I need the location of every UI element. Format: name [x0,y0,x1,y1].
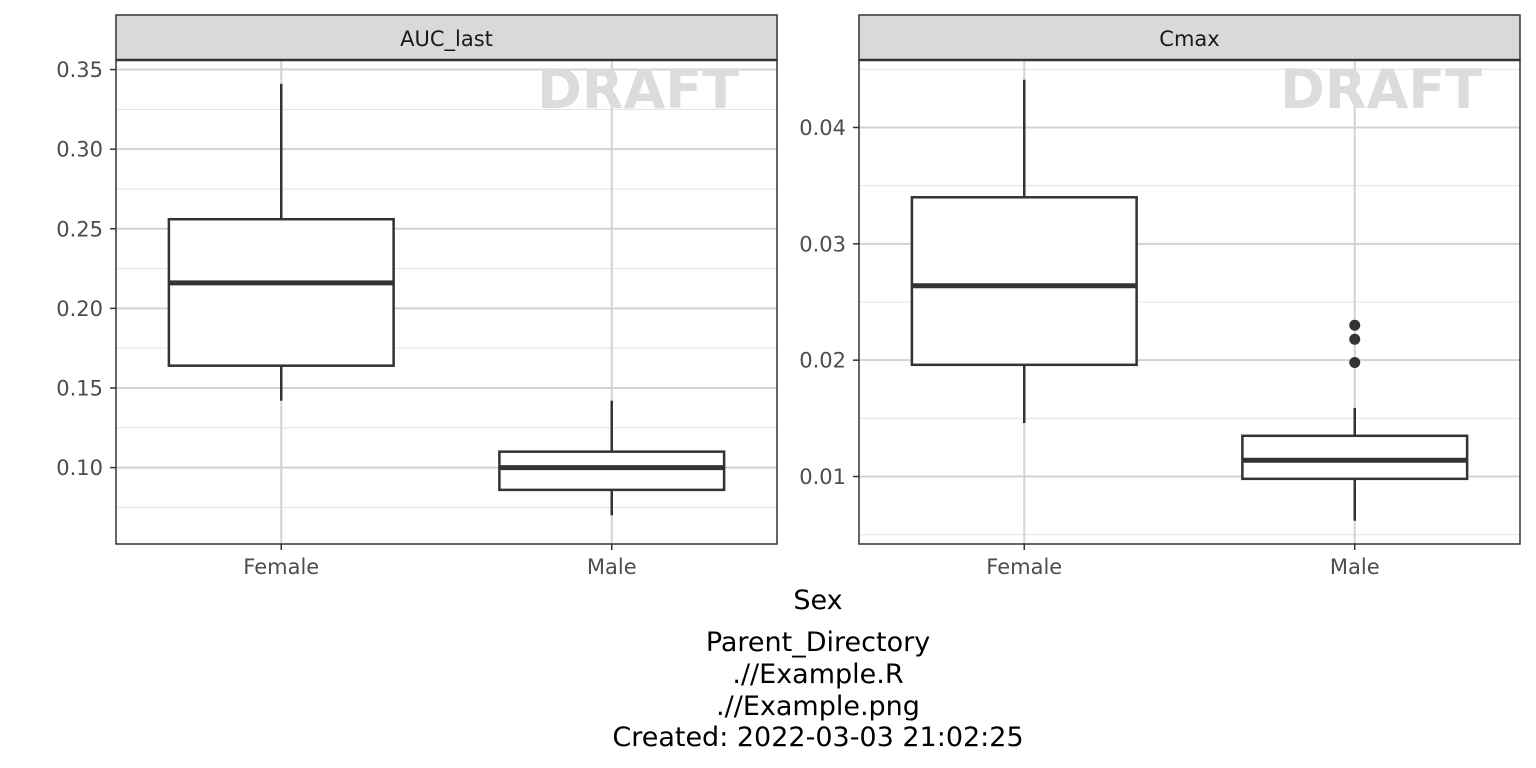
y-tick-label: 0.35 [56,58,103,82]
facet-panel-AUC_last: DRAFT AUC_last 0.10 0.15 0.20 0.25 0.30 0.35 Fem… [56,14,778,579]
y-tick-label: 0.30 [56,138,103,162]
y-tick-label: 0.03 [799,232,846,256]
facet-strip-label: AUC_last [400,27,493,52]
box-female [910,79,1138,423]
y-tick-label: 0.04 [799,116,846,140]
y-tick-label: 0.20 [56,297,103,321]
caption-line: Parent_Directory [706,627,930,658]
caption-line: Created: 2022-03-03 21:02:25 [612,722,1023,753]
y-tick-label: 0.01 [799,465,846,489]
outlier-point [1349,319,1361,331]
x-axis-title: Sex [793,585,842,616]
x-tick-label: Female [243,555,319,579]
facet-strip-label: Cmax [1159,27,1219,51]
x-tick-label: Male [1330,555,1380,579]
interquartile-box [498,450,726,492]
caption: Parent_Directory.//Example.R.//Example.p… [612,627,1023,753]
y-tick-label: 0.02 [799,349,846,373]
facet-panels: DRAFT AUC_last 0.10 0.15 0.20 0.25 0.30 0.35 Fem… [56,14,1521,579]
x-tick-label: Female [986,555,1062,579]
facet-strip [858,14,1521,61]
box-male [498,400,726,516]
facet-strip [115,14,778,61]
interquartile-box [910,196,1138,367]
outlier-point [1349,333,1361,345]
caption-line: .//Example.R [732,659,903,690]
facet-panel-Cmax: DRAFT Cmax 0.01 0.02 0.03 0.04 Female Male [799,14,1521,579]
draft-watermark: DRAFT [537,58,739,121]
x-tick-label: Male [587,555,637,579]
caption-line: .//Example.png [716,691,920,722]
interquartile-box [1241,434,1469,481]
y-tick-label: 0.10 [56,456,103,480]
y-tick-label: 0.25 [56,217,103,241]
interquartile-box [167,217,395,367]
box-male [1241,319,1469,521]
y-tick-label: 0.15 [56,376,103,400]
draft-watermark: DRAFT [1280,58,1482,121]
outlier-point [1349,357,1361,368]
box-female [167,83,395,401]
